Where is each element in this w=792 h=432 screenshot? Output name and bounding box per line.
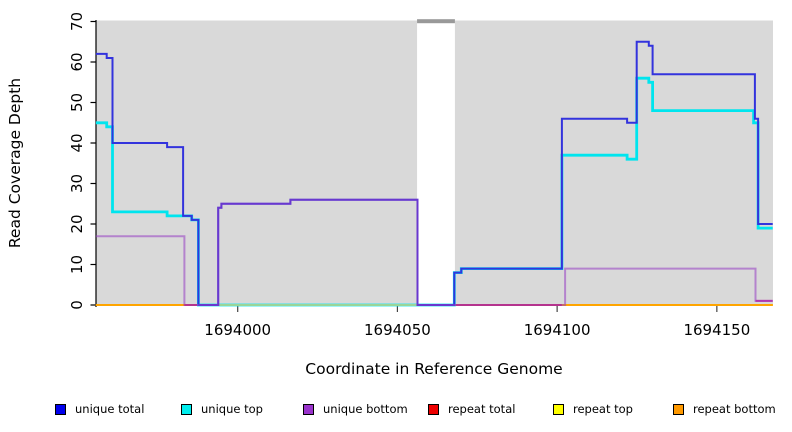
x-tick-label: 1694050 bbox=[364, 321, 431, 339]
legend-swatch-unique-total bbox=[55, 403, 66, 415]
y-axis-ticks: 0 10 20 30 40 50 60 70 bbox=[68, 12, 96, 310]
legend: unique total unique top unique bottom re… bbox=[0, 399, 792, 423]
coverage-depth-chart: 0 10 20 30 40 50 60 70 1694000 1694050 1694100 169… bbox=[6, 12, 773, 378]
legend-label: unique top bbox=[201, 402, 263, 416]
legend-swatch-repeat-top bbox=[553, 403, 564, 415]
legend-item-unique-total: unique total bbox=[55, 399, 144, 419]
x-tick-label: 1694000 bbox=[204, 321, 271, 339]
y-tick-label: 50 bbox=[68, 93, 86, 112]
y-tick-label: 30 bbox=[68, 174, 86, 193]
y-tick-label: 0 bbox=[68, 300, 86, 310]
x-axis-title: Coordinate in Reference Genome bbox=[305, 360, 562, 378]
legend-item-repeat-top: repeat top bbox=[553, 399, 633, 419]
legend-item-unique-top: unique top bbox=[181, 399, 263, 419]
legend-item-repeat-total: repeat total bbox=[428, 399, 515, 419]
masked-region bbox=[417, 20, 455, 306]
legend-swatch-repeat-total bbox=[428, 403, 439, 415]
y-tick-label: 20 bbox=[68, 214, 86, 233]
legend-item-unique-bottom: unique bottom bbox=[303, 399, 408, 419]
x-axis-ticks: 1694000 1694050 1694100 1694150 bbox=[204, 306, 750, 339]
x-tick-label: 1694150 bbox=[683, 321, 750, 339]
y-tick-label: 70 bbox=[68, 12, 86, 31]
legend-item-repeat-bottom: repeat bottom bbox=[673, 399, 776, 419]
legend-label: unique total bbox=[75, 402, 145, 416]
y-tick-label: 60 bbox=[68, 52, 86, 71]
masked-region-cap bbox=[417, 19, 455, 24]
legend-label: repeat top bbox=[573, 402, 633, 416]
series-lines bbox=[95, 40, 773, 307]
y-tick-label: 10 bbox=[68, 255, 86, 274]
legend-swatch-unique-bottom bbox=[303, 403, 314, 415]
x-tick-label: 1694100 bbox=[524, 321, 591, 339]
legend-label: repeat bottom bbox=[693, 402, 776, 416]
y-axis-title: Read Coverage Depth bbox=[6, 78, 24, 248]
legend-swatch-repeat-bottom bbox=[673, 403, 684, 415]
series-unique-bottom bbox=[95, 198, 773, 306]
y-tick-label: 40 bbox=[68, 133, 86, 152]
legend-swatch-unique-top bbox=[181, 403, 192, 415]
legend-label: repeat total bbox=[448, 402, 516, 416]
legend-label: unique bottom bbox=[323, 402, 408, 416]
